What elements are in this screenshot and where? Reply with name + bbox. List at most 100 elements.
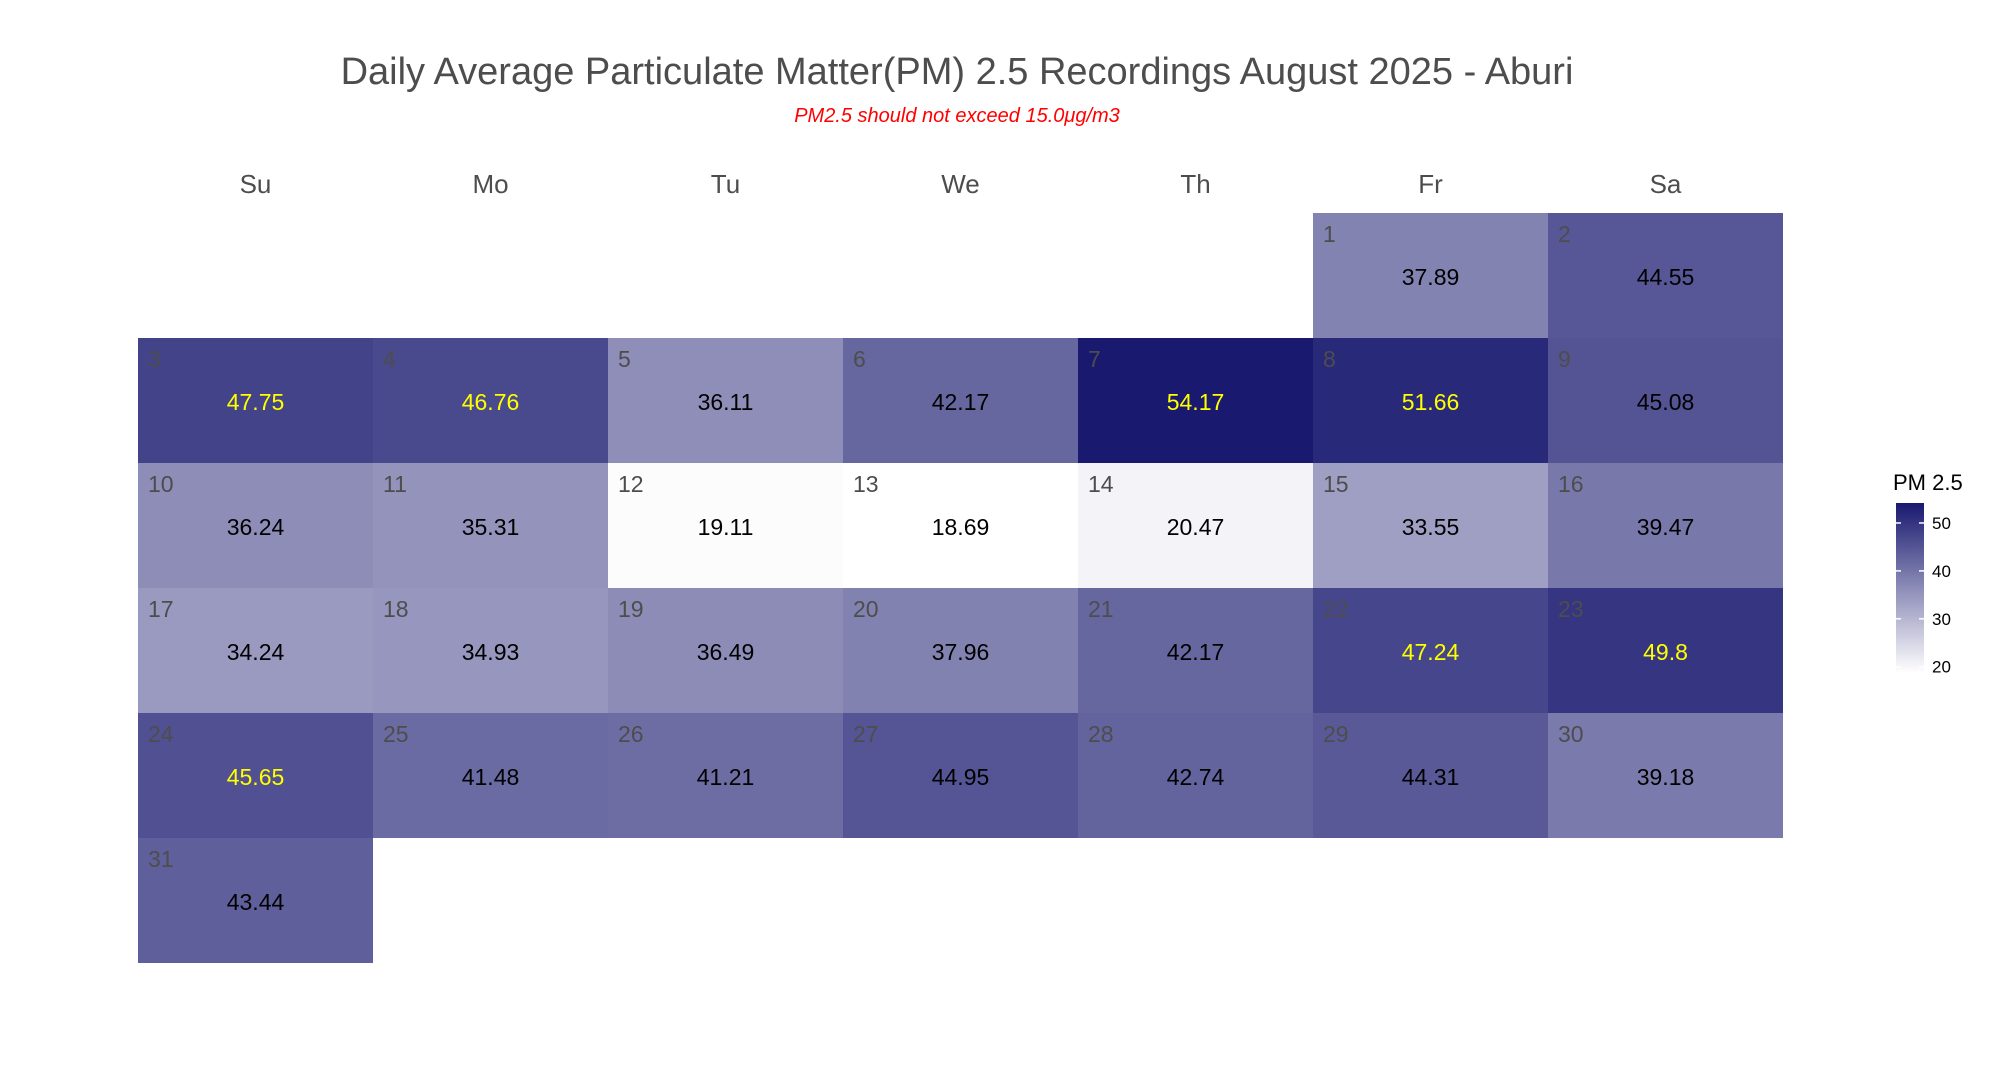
- day-cell-24: 24 45.65: [138, 713, 373, 838]
- day-value-label: 36.11: [698, 389, 754, 415]
- day-cell-23: 23 49.8: [1548, 588, 1783, 713]
- day-value-label: 41.48: [462, 764, 520, 790]
- day-value-label: 18.69: [932, 514, 990, 540]
- weekday-label-su: Su: [240, 169, 272, 199]
- day-cell-11: 11 35.31: [373, 463, 608, 588]
- day-cell-14: 14 20.47: [1078, 463, 1313, 588]
- day-cell-25: 25 41.48: [373, 713, 608, 838]
- day-value-label: 33.55: [1402, 514, 1460, 540]
- day-value-label: 41.21: [697, 764, 755, 790]
- legend-tick-label: 20: [1932, 658, 1951, 677]
- day-cell-fill: [1313, 463, 1548, 588]
- legend-colorbar: [1896, 503, 1924, 673]
- day-cell-20: 20 37.96: [843, 588, 1078, 713]
- day-cell-fill: [843, 463, 1078, 588]
- weekday-label-tu: Tu: [711, 169, 740, 199]
- day-cell-16: 16 39.47: [1548, 463, 1783, 588]
- day-number: 1: [1323, 221, 1336, 247]
- legend-title: PM 2.5: [1893, 470, 1963, 495]
- day-cell-fill: [1078, 588, 1313, 713]
- day-value-label: 35.31: [462, 514, 520, 540]
- legend-tick-label: 40: [1932, 562, 1951, 581]
- color-legend: PM 2.5 20 30 40 50: [1893, 470, 1963, 677]
- day-value-label: 42.17: [1167, 639, 1225, 665]
- day-value-label: 34.24: [227, 639, 285, 665]
- day-number: 10: [148, 471, 174, 497]
- chart-subtitle: PM2.5 should not exceed 15.0μg/m3: [794, 105, 1120, 127]
- day-cell-1: 137.89: [1313, 213, 1548, 338]
- day-cell-fill: [1313, 588, 1548, 713]
- day-cell-21: 21 42.17: [1078, 588, 1313, 713]
- day-value-label: 44.31: [1402, 764, 1460, 790]
- legend-tick-label: 50: [1932, 514, 1951, 533]
- day-value-label: 43.44: [227, 889, 285, 915]
- day-cell-2: 244.55: [1548, 213, 1783, 338]
- day-cell-fill: [843, 588, 1078, 713]
- day-cell-27: 27 44.95: [843, 713, 1078, 838]
- day-cell-22: 22 47.24: [1313, 588, 1548, 713]
- day-value-label: 37.96: [932, 639, 990, 665]
- day-value-label: 34.93: [462, 639, 520, 665]
- day-number: 2: [1558, 221, 1571, 247]
- day-value-label: 44.95: [932, 764, 990, 790]
- day-cell-10: 10 36.24: [138, 463, 373, 588]
- day-value-label: 42.17: [932, 389, 990, 415]
- day-number: 14: [1088, 471, 1114, 497]
- day-cell-fill: [1548, 463, 1783, 588]
- day-number: 8: [1323, 346, 1336, 372]
- day-number: 16: [1558, 471, 1584, 497]
- day-cell-fill: [1313, 713, 1548, 838]
- day-cell-fill: [843, 713, 1078, 838]
- day-number: 3: [148, 346, 161, 372]
- day-value-label: 45.65: [227, 764, 285, 790]
- day-cell-fill: [1078, 338, 1313, 463]
- day-cell-fill: [138, 463, 373, 588]
- day-number: 7: [1088, 346, 1101, 372]
- day-cell-fill: [373, 463, 608, 588]
- day-value-label: 47.75: [227, 389, 285, 415]
- day-cell-7: 754.17: [1078, 338, 1313, 463]
- day-cell-fill: [1548, 213, 1783, 338]
- day-cell-fill: [1078, 713, 1313, 838]
- day-value-label: 46.76: [462, 389, 520, 415]
- day-number: 6: [853, 346, 866, 372]
- day-cell-fill: [1313, 338, 1548, 463]
- day-number: 31: [148, 846, 174, 872]
- day-cell-fill: [1548, 713, 1783, 838]
- day-cell-12: 12 19.11: [608, 463, 843, 588]
- day-number: 18: [383, 596, 409, 622]
- day-value-label: 51.66: [1402, 389, 1460, 415]
- day-cell-fill: [1078, 463, 1313, 588]
- day-cell-fill: [1313, 213, 1548, 338]
- day-number: 11: [383, 471, 407, 497]
- day-number: 28: [1088, 721, 1114, 747]
- weekday-labels: Su Mo Tu We Th Fr Sa: [240, 169, 1682, 199]
- day-cell-26: 26 41.21: [608, 713, 843, 838]
- day-value-label: 36.24: [227, 514, 285, 540]
- weekday-label-we: We: [941, 169, 980, 199]
- day-number: 12: [618, 471, 644, 497]
- day-cell-4: 446.76: [373, 338, 608, 463]
- day-cell-fill: [608, 713, 843, 838]
- day-cell-13: 13 18.69: [843, 463, 1078, 588]
- day-cell-28: 28 42.74: [1078, 713, 1313, 838]
- day-number: 24: [148, 721, 174, 747]
- day-cell-18: 18 34.93: [373, 588, 608, 713]
- calendar-cells: 137.89244.55347.75446.76536.11642.17754.…: [138, 213, 1783, 963]
- day-number: 21: [1088, 596, 1114, 622]
- day-number: 17: [148, 596, 174, 622]
- day-cell-17: 17 34.24: [138, 588, 373, 713]
- day-number: 13: [853, 471, 879, 497]
- chart-title: Daily Average Particulate Matter(PM) 2.5…: [341, 51, 1574, 93]
- day-number: 9: [1558, 346, 1571, 372]
- day-cell-fill: [373, 588, 608, 713]
- day-number: 30: [1558, 721, 1584, 747]
- day-cell-30: 30 39.18: [1548, 713, 1783, 838]
- day-cell-fill: [138, 338, 373, 463]
- day-value-label: 49.8: [1643, 639, 1688, 665]
- day-cell-9: 945.08: [1548, 338, 1783, 463]
- day-value-label: 39.47: [1637, 514, 1695, 540]
- weekday-label-sa: Sa: [1650, 169, 1682, 199]
- day-value-label: 20.47: [1167, 514, 1225, 540]
- day-number: 4: [383, 346, 396, 372]
